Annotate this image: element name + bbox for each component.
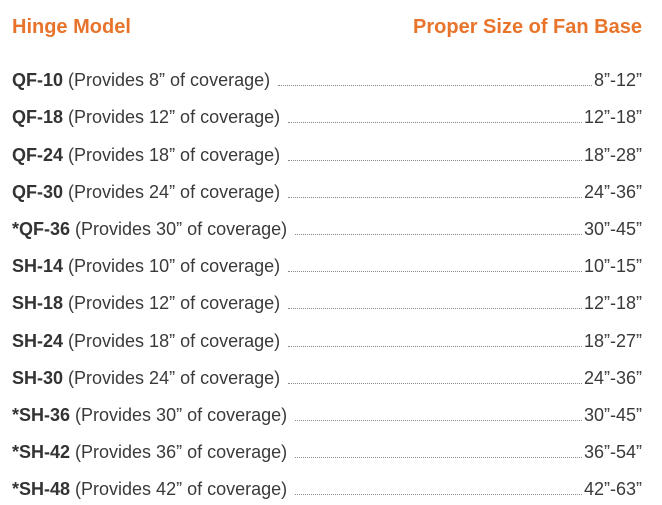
fan-base-size: 18”-28” xyxy=(583,144,642,165)
coverage-description: (Provides 30” of coverage) xyxy=(75,404,288,425)
hinge-model: SH-30 xyxy=(12,367,64,388)
fan-base-size: 42”-63” xyxy=(583,479,642,500)
coverage-description: (Provides 30” of coverage) xyxy=(75,218,288,239)
fan-base-size: 10”-15” xyxy=(583,256,642,277)
list-item: *QF-36 (Provides 30” of coverage) 30”-45… xyxy=(12,203,642,240)
hinge-model: QF-24 xyxy=(12,144,64,165)
dot-leader xyxy=(295,419,582,421)
hinge-model-heading: Hinge Model xyxy=(12,16,131,38)
dot-leader xyxy=(288,382,582,384)
hinge-model: SH-24 xyxy=(12,330,64,351)
dot-leader xyxy=(288,308,582,310)
dot-leader xyxy=(288,345,582,347)
coverage-description: (Provides 8” of coverage) xyxy=(68,70,271,91)
dot-leader xyxy=(288,159,582,161)
list-item: SH-18 (Provides 12” of coverage) 12”-18” xyxy=(12,277,642,314)
dot-leader xyxy=(295,233,582,235)
coverage-description: (Provides 24” of coverage) xyxy=(68,181,281,202)
list-item: SH-30 (Provides 24” of coverage) 24”-36” xyxy=(12,352,642,389)
dot-leader xyxy=(288,122,582,124)
fan-base-size: 30”-45” xyxy=(583,404,642,425)
coverage-description: (Provides 12” of coverage) xyxy=(68,107,281,128)
hinge-model: *SH-42 xyxy=(12,442,71,463)
hinge-model: QF-30 xyxy=(12,181,64,202)
hinge-model: QF-10 xyxy=(12,70,64,91)
list-item: QF-24 (Provides 18” of coverage) 18”-28” xyxy=(12,128,642,165)
hinge-model: QF-18 xyxy=(12,107,64,128)
fan-base-size-heading: Proper Size of Fan Base xyxy=(413,16,642,38)
coverage-description: (Provides 18” of coverage) xyxy=(68,144,281,165)
fan-base-size: 24”-36” xyxy=(583,181,642,202)
list-item: SH-14 (Provides 10” of coverage) 10”-15” xyxy=(12,240,642,277)
coverage-description: (Provides 24” of coverage) xyxy=(68,367,281,388)
fan-base-size: 30”-45” xyxy=(583,218,642,239)
list-item: *SH-48 (Provides 42” of coverage) 42”-63… xyxy=(12,463,642,500)
coverage-description: (Provides 12” of coverage) xyxy=(68,293,281,314)
dot-leader xyxy=(288,271,582,273)
coverage-description: (Provides 36” of coverage) xyxy=(75,442,288,463)
hinge-size-list: QF-10 (Provides 8” of coverage) 8”-12” Q… xyxy=(12,54,642,500)
hinge-model: SH-18 xyxy=(12,293,64,314)
hinge-model: *SH-48 xyxy=(12,479,71,500)
list-item: QF-18 (Provides 12” of coverage) 12”-18” xyxy=(12,91,642,128)
coverage-description: (Provides 10” of coverage) xyxy=(68,256,281,277)
fan-base-size: 36”-54” xyxy=(583,442,642,463)
list-item: *SH-36 (Provides 30” of coverage) 30”-45… xyxy=(12,389,642,426)
dot-leader xyxy=(278,85,592,87)
list-item: QF-30 (Provides 24” of coverage) 24”-36” xyxy=(12,166,642,203)
coverage-description: (Provides 18” of coverage) xyxy=(68,330,281,351)
list-item: SH-24 (Provides 18” of coverage) 18”-27” xyxy=(12,314,642,351)
list-item: QF-10 (Provides 8” of coverage) 8”-12” xyxy=(12,54,642,91)
fan-base-size: 12”-18” xyxy=(583,293,642,314)
fan-base-size: 8”-12” xyxy=(593,70,642,91)
dot-leader xyxy=(288,196,582,198)
fan-base-size: 18”-27” xyxy=(583,330,642,351)
hinge-model: *SH-36 xyxy=(12,404,71,425)
hinge-model: SH-14 xyxy=(12,256,64,277)
dot-leader xyxy=(295,457,582,459)
coverage-description: (Provides 42” of coverage) xyxy=(75,479,288,500)
fan-base-size: 12”-18” xyxy=(583,107,642,128)
list-item: *SH-42 (Provides 36” of coverage) 36”-54… xyxy=(12,426,642,463)
dot-leader xyxy=(295,494,582,496)
fan-base-size: 24”-36” xyxy=(583,367,642,388)
table-header: Hinge Model Proper Size of Fan Base xyxy=(12,16,642,46)
hinge-model: *QF-36 xyxy=(12,218,71,239)
